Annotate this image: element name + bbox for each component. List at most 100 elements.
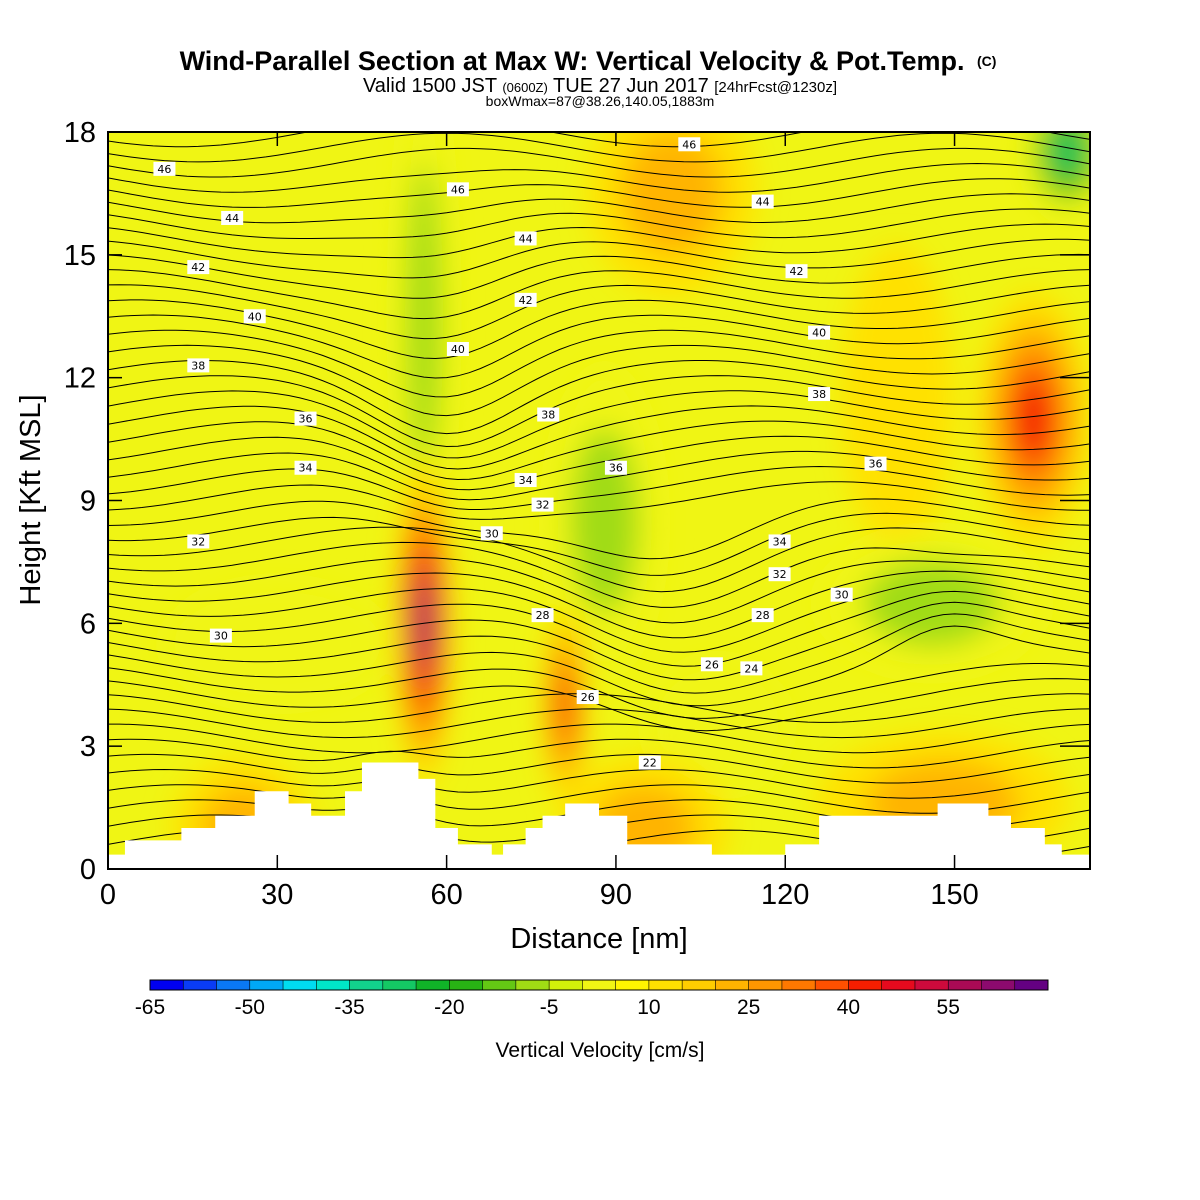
isotherm-label: 40 [243,309,266,324]
y-tick-label: 12 [64,363,96,395]
svg-text:46: 46 [157,163,171,176]
isotherm-line-12 [108,625,1090,707]
isotherm-line-24 [108,465,1090,510]
colorbar-tick: -5 [540,996,559,1019]
isotherm-label: 46 [446,182,469,197]
colorbar-swatch [382,980,417,990]
svg-text:46: 46 [682,138,696,151]
isotherm-line-25 [108,450,1090,501]
svg-text:32: 32 [773,568,787,581]
isotherm-line-36 [108,284,1090,340]
isotherm-label: 46 [153,161,176,176]
isotherm-label: 40 [446,342,469,357]
x-tick-label: 30 [261,879,293,911]
y-tick-label: 0 [80,854,96,886]
isotherm-line-27 [108,420,1090,481]
svg-text:30: 30 [835,589,849,602]
colorbar-swatch [316,980,351,990]
isotherm-line-45 [108,147,1090,178]
chart-subtitle: Valid 1500 JST (0600Z) TUE 27 Jun 2017 [… [363,75,837,97]
x-axis-ticks: 0 30 60 90 120 150 [100,132,979,911]
colorbar-label: Vertical Velocity [cm/s] [496,1039,705,1062]
isotherm-line-17 [108,570,1090,639]
subtitle-fcst: [24hrFcst@1230z] [714,79,837,96]
svg-text:42: 42 [790,265,804,278]
isotherm-label: 36 [864,456,887,471]
colorbar-tick: -50 [235,996,265,1019]
isotherm-line-41 [108,208,1090,239]
isotherm-label: 34 [768,534,791,549]
svg-text:38: 38 [541,409,555,422]
chart-title: Wind-Parallel Section at Max W: Vertical… [180,46,997,76]
isotherm-line-23 [108,481,1090,520]
isotherm-labels: 4644424038363432304644424038343230282622… [153,137,887,770]
w-cell-11-3 [558,671,573,740]
svg-text:42: 42 [519,294,533,307]
svg-text:28: 28 [756,609,770,622]
svg-text:34: 34 [519,474,533,487]
colorbar-tick: 40 [837,996,860,1019]
x-tick-label: 0 [100,879,116,911]
colorbar-swatch [349,980,384,990]
terrain [108,762,1090,869]
svg-text:30: 30 [485,527,499,540]
isotherm-line-40 [108,223,1090,259]
svg-text:36: 36 [299,413,313,426]
colorbar-swatch [283,980,317,990]
colorbar-swatch [482,980,517,990]
isotherm-line-43 [108,178,1090,208]
svg-text:42: 42 [191,261,205,274]
isotherm-line-37 [108,269,1090,320]
isotherm-label: 36 [294,411,317,426]
colorbar [149,979,1049,991]
subtitle-date: TUE 27 Jun 2017 [548,75,714,97]
isotherm-line-44 [108,162,1090,193]
svg-text:24: 24 [744,662,758,675]
isotherm-line-47 [108,132,1090,148]
svg-text:32: 32 [536,499,550,512]
y-tick-label: 3 [80,731,96,763]
colorbar-swatch [881,980,916,990]
colorbar-swatch [615,980,650,990]
isotherm-line-10 [108,678,1090,732]
colorbar-swatch [948,980,982,990]
colorbar-swatch [249,980,284,990]
colorbar-tick: -35 [334,996,364,1019]
svg-text:44: 44 [225,212,239,225]
colorbar-swatch [815,980,849,990]
colorbar-tick: -65 [135,996,165,1019]
colorbar-swatch [648,980,683,990]
isotherm-line-11 [108,663,1090,719]
isotherm-line-28 [108,405,1090,470]
colorbar-swatch [748,980,783,990]
w-cell-8-1 [864,559,1000,646]
colorbar-swatch [183,980,218,990]
isotherm-label: 30 [480,526,503,541]
isotherm-label: 22 [638,755,661,770]
isotherm-label: 26 [700,657,723,672]
isotherm-line-29 [108,390,1090,459]
colorbar-swatch [582,980,617,990]
isotherm-label: 40 [808,325,831,340]
isotherm-line-9 [108,693,1090,723]
svg-text:22: 22 [643,757,657,770]
colorbar-swatch [781,980,816,990]
colorbar-swatch [549,980,583,990]
isotherm-line-33 [108,329,1090,398]
svg-text:34: 34 [773,535,787,548]
svg-text:44: 44 [756,196,770,209]
w-cell-5-1 [570,428,639,614]
colorbar-swatch [515,980,550,990]
isotherm-label: 30 [830,587,853,602]
colorbar-swatch [1014,980,1049,990]
colorbar-tick-labels: -65 -50 -35 -20 -5 10 25 40 55 [135,996,960,1019]
isotherm-line-32 [108,344,1090,417]
isotherm-line-31 [108,359,1090,435]
colorbar-swatch [715,980,750,990]
subtitle-utc: (0600Z) [502,80,548,95]
w-cell-2-0 [841,244,955,552]
svg-text:40: 40 [451,343,465,356]
colorbar-swatch [216,980,251,990]
w-cell-9-1 [407,162,441,470]
isotherm-label: 38 [537,407,560,422]
